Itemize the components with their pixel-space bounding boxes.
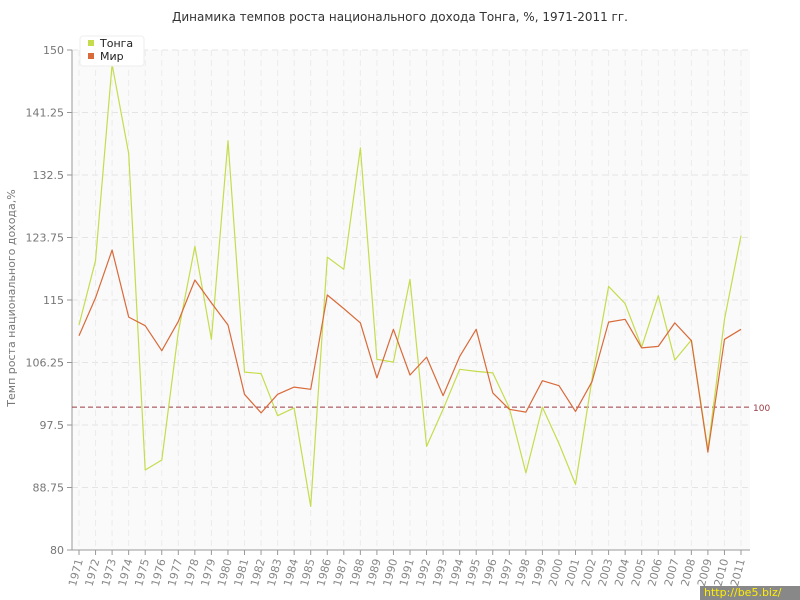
y-axis: 80 88.75 97.5 106.25 115 123.75 132.5 141.25 150 [26,44,73,557]
x-tick-label: 2011 [728,557,748,587]
y-tick-label: 150 [43,44,64,57]
legend-swatch [88,53,94,59]
y-axis-label: Темп роста национального дохода,% [5,189,18,407]
y-tick-label: 80 [50,544,64,557]
y-tick-label: 132.5 [33,169,65,182]
reference-line-label: 100 [753,404,770,414]
y-tick-label: 141.25 [26,107,65,120]
y-tick-label: 115 [43,294,64,307]
legend-swatch [88,40,94,46]
series-lines [78,63,742,507]
y-tick-label: 123.75 [26,232,65,245]
series-line-world [78,249,742,453]
legend-label: Мир [100,50,124,63]
y-tick-label: 88.75 [33,482,65,495]
y-tick-label: 106.25 [26,357,65,370]
reference-line: 100 [72,404,770,414]
x-axis: 1971197219731974197519761977197819791980… [66,549,750,588]
watermark: http://be5.biz/ [700,586,800,600]
legend-label: Тонга [99,37,133,50]
legend-box [79,35,145,67]
series-line-tonga [78,63,742,507]
chart-title: Динамика темпов роста национального дохо… [172,10,628,24]
y-tick-label: 97.5 [40,419,65,432]
